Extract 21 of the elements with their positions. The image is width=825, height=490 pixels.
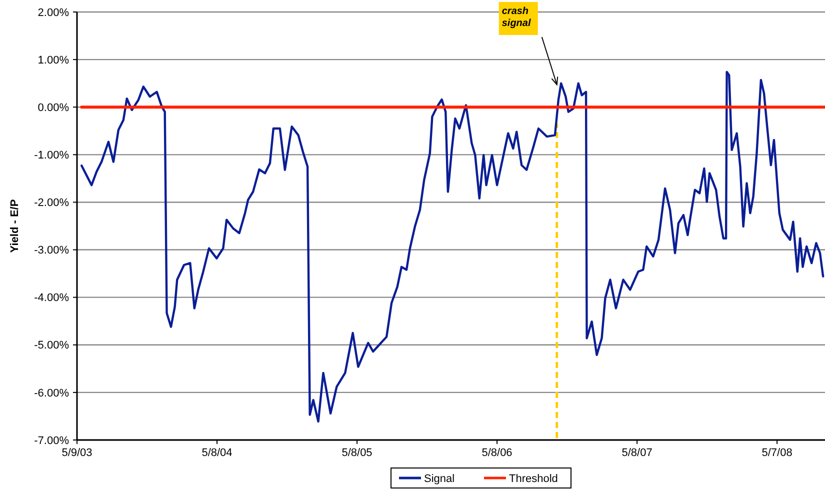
y-tick-label: 1.00% (38, 54, 70, 66)
y-tick-label: -1.00% (34, 150, 70, 162)
x-tick-label: 5/8/07 (622, 447, 652, 459)
x-tick-label: 5/7/08 (762, 447, 792, 459)
y-tick-label: -4.00% (34, 292, 70, 304)
line-series (80, 70, 824, 423)
y-tick-label: -7.00% (34, 434, 70, 447)
y-tick-label: -3.00% (34, 244, 70, 257)
x-tick-label: 5/8/04 (202, 447, 232, 459)
x-tick-label: 5/9/03 (62, 447, 92, 459)
y-tick-label: -2.00% (34, 197, 70, 210)
y-tick-label: 2.00% (38, 6, 70, 19)
legend-label: Signal (424, 472, 455, 485)
y-tick-label: 0.00% (38, 102, 70, 114)
legend-label: Threshold (509, 472, 558, 485)
x-tick-label: 5/8/05 (342, 447, 372, 459)
y-axis-title: Yield - E/P (9, 199, 21, 253)
y-tick-label: -6.00% (34, 387, 70, 400)
annotation: crash signal (502, 6, 531, 29)
y-tick-label: -5.00% (34, 340, 70, 352)
x-tick-label: 5/8/06 (482, 447, 512, 459)
